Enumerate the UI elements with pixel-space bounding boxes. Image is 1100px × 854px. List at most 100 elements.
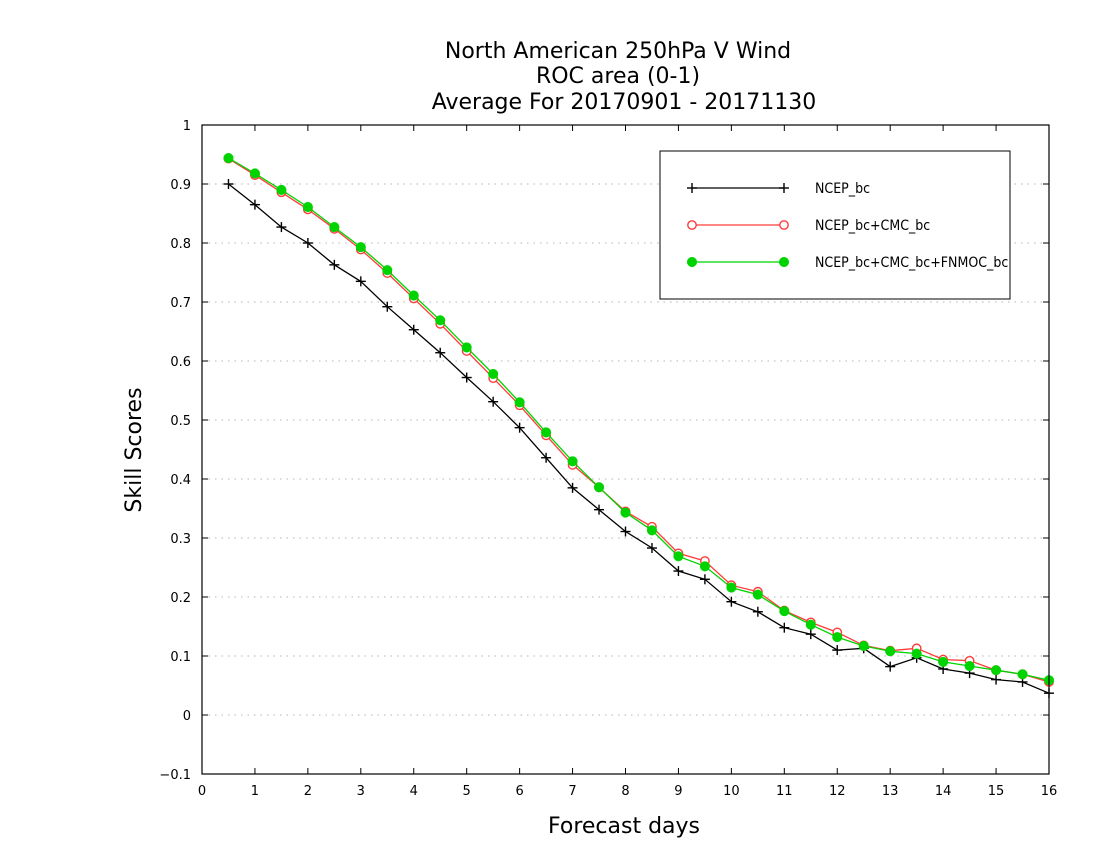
data-point <box>673 566 684 577</box>
y-tick-label: −0.1 <box>159 768 191 783</box>
x-tick-label: 0 <box>198 784 206 799</box>
data-point <box>249 199 260 210</box>
data-point <box>858 640 869 652</box>
data-point <box>223 179 234 189</box>
series-2 <box>223 152 1055 686</box>
x-tick-label: 3 <box>357 784 365 799</box>
data-point <box>699 561 710 572</box>
x-tick-label: 7 <box>568 784 576 799</box>
y-tick-label: 0.4 <box>170 473 191 488</box>
data-point <box>223 152 234 164</box>
data-point <box>938 656 949 667</box>
data-point <box>541 452 552 463</box>
data-point <box>805 619 816 630</box>
legend-marker <box>687 220 697 230</box>
series-line <box>228 183 1050 694</box>
data-point <box>276 222 287 233</box>
legend-label: NCEP_bc+CMC_bc+FNMOC_bc <box>815 255 1008 271</box>
y-tick-label: 0.1 <box>170 650 191 665</box>
legend-item: NCEP_bc <box>687 181 870 197</box>
x-tick-label: 1 <box>251 784 259 799</box>
data-point <box>302 201 313 213</box>
data-point <box>726 582 737 593</box>
data-point <box>329 222 340 233</box>
data-point <box>752 589 763 600</box>
y-tick-label: 1 <box>183 119 191 134</box>
legend-marker <box>686 256 698 268</box>
axes: −0.100.10.20.30.40.50.60.70.80.910 1 2 3 4 5 6… <box>159 119 1057 799</box>
legend-marker <box>778 256 790 268</box>
chart-title: North American 250hPa V Wind ROC area (0… <box>432 39 817 115</box>
x-tick-label: 2 <box>304 784 312 799</box>
x-tick-label: 4 <box>410 784 418 799</box>
data-point <box>461 342 472 353</box>
x-tick-label: 6 <box>515 784 523 799</box>
data-point <box>620 526 631 537</box>
title-line-3: Average For 20170901 - 20171130 <box>432 90 817 115</box>
data-point <box>699 574 710 585</box>
legend-label: NCEP_bc+CMC_bc <box>815 218 930 234</box>
y-axis-label: Skill Scores <box>122 387 147 512</box>
data-point <box>329 259 340 270</box>
x-tick-label: 5 <box>463 784 471 799</box>
data-point <box>620 507 631 518</box>
y-tick-label: 0.5 <box>170 414 191 429</box>
data-point <box>408 290 419 301</box>
data-point <box>885 646 896 657</box>
data-point <box>991 665 1002 676</box>
y-tick-label: 0.9 <box>170 178 191 193</box>
legend: NCEP_bc NCEP_bc+CMC_bc NCEP_bc+CMC_bc+FNMO… <box>659 150 1011 300</box>
data-point <box>567 482 578 493</box>
data-point <box>514 397 525 408</box>
data-point <box>435 315 446 326</box>
data-point <box>514 422 525 433</box>
data-point <box>435 347 446 358</box>
data-point <box>1017 669 1028 680</box>
x-tick-label: 12 <box>829 784 846 799</box>
legend-marker <box>779 183 789 193</box>
series-0 <box>223 179 1054 699</box>
x-tick-label: 11 <box>776 784 793 799</box>
data-point <box>646 543 657 554</box>
data-point <box>646 525 658 536</box>
legend-marker <box>687 183 697 193</box>
data-point <box>805 629 816 640</box>
x-axis-label: Forecast days <box>548 814 700 839</box>
data-point <box>382 301 393 312</box>
data-point <box>249 168 260 179</box>
data-point <box>779 622 790 633</box>
data-point <box>594 504 605 515</box>
data-point <box>276 184 287 195</box>
data-point <box>964 660 975 672</box>
data-series <box>223 152 1055 699</box>
data-point <box>726 596 737 607</box>
data-point <box>991 674 1002 685</box>
grid-lines <box>202 183 1049 716</box>
x-tick-label: 15 <box>988 784 1005 799</box>
data-point <box>488 368 499 380</box>
title-line-2: ROC area (0-1) <box>536 64 700 89</box>
data-point <box>752 606 763 617</box>
data-point <box>461 372 472 383</box>
data-point <box>832 645 843 656</box>
plot-frame <box>201 124 1050 775</box>
legend-marker <box>779 220 789 230</box>
y-tick-label: 0.8 <box>170 237 191 252</box>
x-tick-label: 10 <box>723 784 740 799</box>
data-point <box>488 396 499 407</box>
data-point <box>567 456 578 467</box>
data-point <box>382 265 393 276</box>
data-point <box>355 276 366 287</box>
data-point <box>779 606 790 617</box>
legend-item: NCEP_bc+CMC_bc+FNMOC_bc <box>686 255 1008 271</box>
y-tick-label: 0.3 <box>170 532 191 547</box>
data-point <box>673 551 684 562</box>
data-point <box>302 238 313 248</box>
y-tick-label: 0.2 <box>170 591 191 606</box>
y-tick-label: 0.6 <box>170 355 191 370</box>
legend-label: NCEP_bc <box>815 181 870 197</box>
data-point <box>885 661 896 672</box>
data-point <box>832 632 843 643</box>
